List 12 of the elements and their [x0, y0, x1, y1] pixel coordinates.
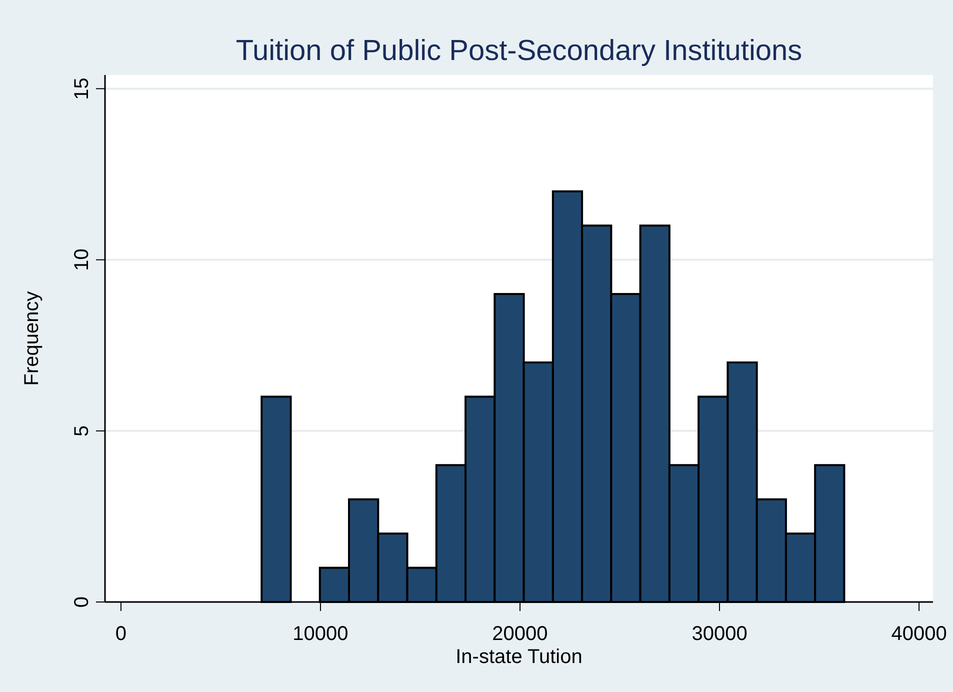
y-axis-title: Frequency: [21, 291, 43, 386]
x-tick-label: 10000: [292, 623, 348, 645]
y-tick-label: 10: [71, 248, 93, 271]
x-axis-title: In-state Tution: [456, 646, 582, 668]
y-tick-label: 0: [71, 596, 93, 608]
y-tick-label: 5: [71, 425, 93, 436]
x-tick-label: 0: [115, 623, 127, 645]
x-tick-label: 20000: [492, 623, 548, 645]
x-tick-label: 40000: [891, 623, 947, 645]
y-tick-label: 15: [71, 78, 93, 100]
chart-title: Tuition of Public Post-Secondary Institutions: [236, 35, 802, 67]
x-tick-label: 30000: [692, 623, 748, 645]
